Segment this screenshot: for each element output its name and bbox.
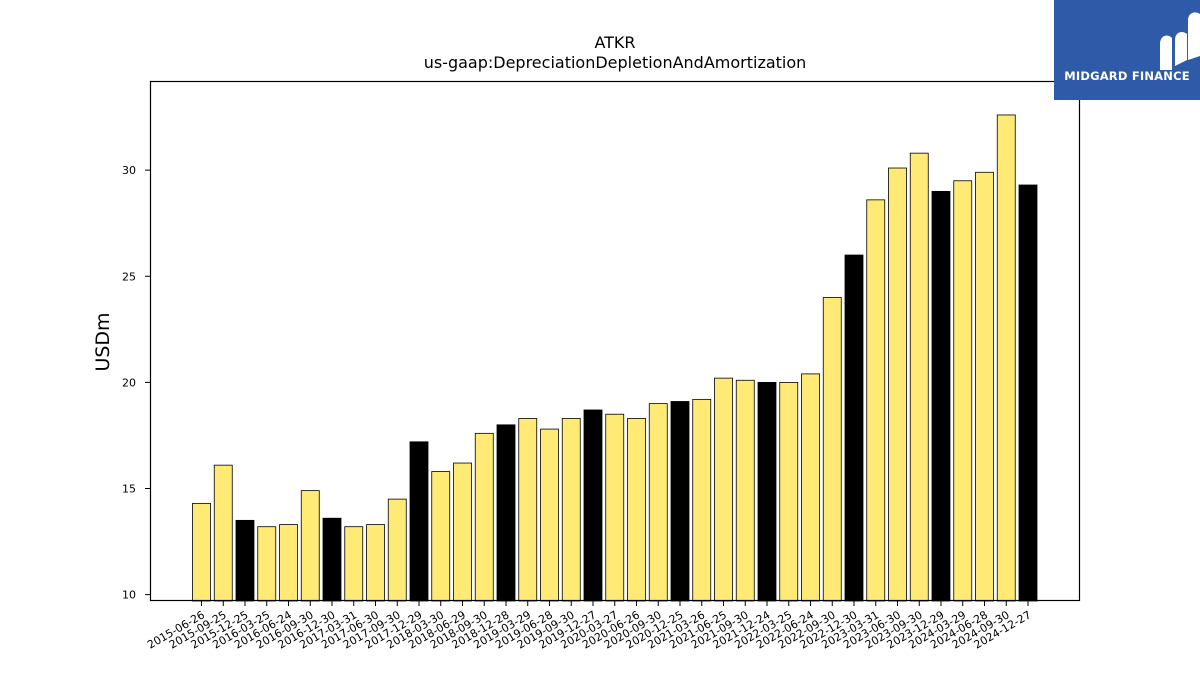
bar-2017-09-30 — [387, 498, 407, 602]
y-axis: 10 15 20 25 30 — [122, 164, 150, 602]
plot-frame — [149, 80, 1081, 602]
bar-2021-03-26 — [692, 398, 712, 602]
y-tick-label: 25 — [122, 270, 136, 283]
bar-2021-12-24 — [757, 381, 777, 602]
bar-2016-12-30 — [322, 517, 342, 602]
bar-2018-09-30 — [474, 432, 494, 602]
bar-2023-03-31 — [866, 199, 886, 602]
bar-2016-03-25 — [257, 526, 277, 602]
bar-2018-12-28 — [496, 424, 516, 602]
bar-2015-12-25 — [235, 519, 255, 602]
brand-name: MIDGARD FINANCE — [1064, 69, 1190, 83]
bar-2022-06-24 — [801, 373, 820, 602]
bar-2022-12-30 — [844, 254, 864, 602]
bar-2023-06-30 — [888, 167, 907, 602]
bar-2024-03-29 — [953, 180, 973, 602]
bar-2019-12-27 — [583, 409, 603, 602]
bar-2015-06-26 — [192, 502, 211, 602]
y-tick-label: 10 — [122, 589, 136, 602]
bar-2017-12-29 — [409, 441, 429, 602]
bar-2017-03-31 — [344, 526, 364, 602]
bar-2020-06-26 — [627, 418, 646, 602]
bar-2019-09-30 — [561, 418, 581, 602]
bar-2023-12-29 — [931, 190, 951, 602]
bar-2020-03-27 — [605, 413, 625, 602]
bar-2019-06-28 — [540, 428, 559, 602]
bar-2023-09-30 — [909, 152, 929, 602]
bar-2016-06-24 — [279, 524, 298, 602]
y-tick-label: 20 — [122, 376, 136, 389]
bar-2022-09-30 — [822, 297, 842, 602]
bar-2018-06-29 — [453, 462, 472, 602]
bar-2020-09-30 — [648, 403, 668, 602]
y-tick-label: 15 — [122, 483, 136, 496]
bar-2022-03-25 — [779, 381, 799, 602]
chart-subtitle: us-gaap:DepreciationDepletionAndAmortiza… — [424, 53, 807, 72]
brand-logo: MIDGARD FINANCE — [1054, 0, 1200, 100]
bar-2019-03-29 — [518, 418, 538, 602]
bar-2024-09-30 — [996, 114, 1016, 602]
bar-2021-09-30 — [735, 379, 755, 602]
chart-title: ATKR — [594, 33, 635, 52]
x-axis: 2015-06-262015-09-252015-12-252016-03-25… — [145, 601, 1034, 652]
bar-2017-06-30 — [366, 524, 385, 602]
midgard-logo-icon — [1160, 12, 1200, 70]
bar-2018-03-30 — [431, 471, 451, 602]
y-axis-label: USDm — [92, 312, 114, 371]
bar-2016-09-30 — [300, 490, 320, 602]
bar-2024-06-28 — [975, 171, 994, 602]
y-tick-label: 30 — [122, 164, 136, 177]
bar-2015-09-25 — [213, 464, 233, 602]
bars-group — [192, 114, 1038, 602]
bar-2021-06-25 — [714, 377, 733, 602]
bar-2020-12-25 — [670, 401, 690, 602]
bar-2024-12-27 — [1018, 184, 1038, 602]
